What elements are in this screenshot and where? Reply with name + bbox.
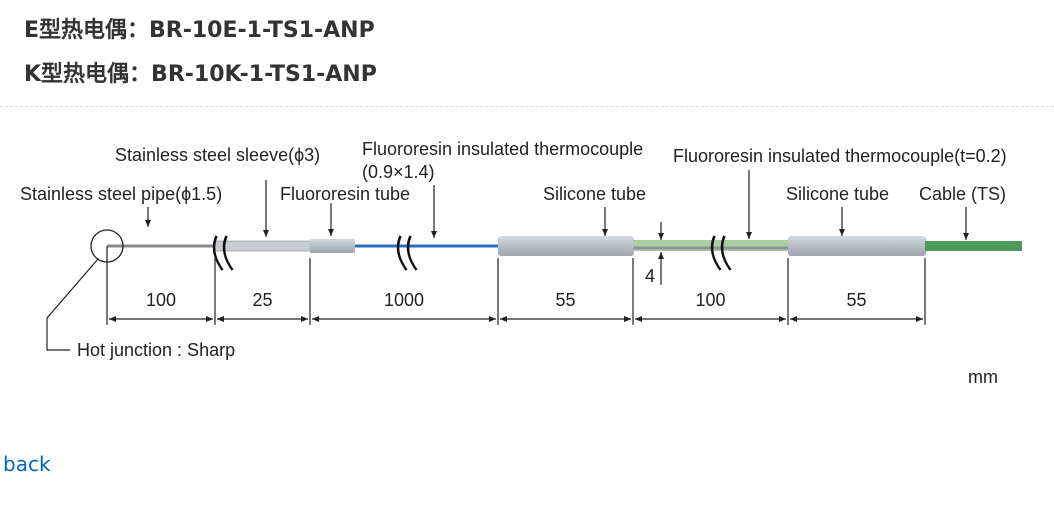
break-mark-icon bbox=[212, 235, 732, 271]
dimension-label: 25 bbox=[252, 290, 272, 310]
silicone-tube-2 bbox=[788, 236, 926, 256]
dashed-divider bbox=[0, 106, 1054, 107]
label-pipe: Stainless steel pipe(ϕ1.5) bbox=[20, 184, 222, 204]
model-title-k-type: K型热电偶：BR-10K-1-TS1-ANP bbox=[24, 62, 377, 87]
label-silicone-tube-2: Silicone tube bbox=[786, 184, 889, 204]
dimension-label: 100 bbox=[695, 290, 725, 310]
green-cable bbox=[925, 241, 1022, 251]
dimension-label: 100 bbox=[146, 290, 176, 310]
label-fluororesin-tube: Fluororesin tube bbox=[280, 184, 410, 204]
dimension-lines: 100 25 1000 55 100 55 bbox=[106, 246, 926, 325]
label-insulated-thermocouple-size: (0.9×1.4) bbox=[362, 162, 435, 182]
fluororesin-tube bbox=[310, 239, 355, 253]
label-sleeve: Stainless steel sleeve(ϕ3) bbox=[115, 145, 320, 165]
pointer-arrows bbox=[145, 170, 969, 285]
label-unit: mm bbox=[968, 367, 998, 387]
silicone-tube-1 bbox=[498, 236, 634, 256]
dimension-label: 1000 bbox=[384, 290, 424, 310]
label-hot-junction: Hot junction : Sharp bbox=[77, 340, 235, 360]
model-title-e-type: E型热电偶：BR-10E-1-TS1-ANP bbox=[24, 18, 375, 43]
dimension-label: 55 bbox=[846, 290, 866, 310]
label-silicone-tube-1: Silicone tube bbox=[543, 184, 646, 204]
stainless-sleeve bbox=[214, 240, 313, 252]
label-insulated-thermocouple: Fluororesin insulated thermocouple bbox=[362, 139, 643, 159]
dimension-label: 55 bbox=[555, 290, 575, 310]
label-cable: Cable (TS) bbox=[919, 184, 1006, 204]
hot-junction-leader bbox=[46, 258, 99, 351]
back-link[interactable]: back bbox=[3, 452, 51, 476]
label-diameter: 4 bbox=[645, 266, 655, 286]
label-insulated-thermocouple-t: Fluororesin insulated thermocouple(t=0.2… bbox=[673, 146, 1007, 166]
